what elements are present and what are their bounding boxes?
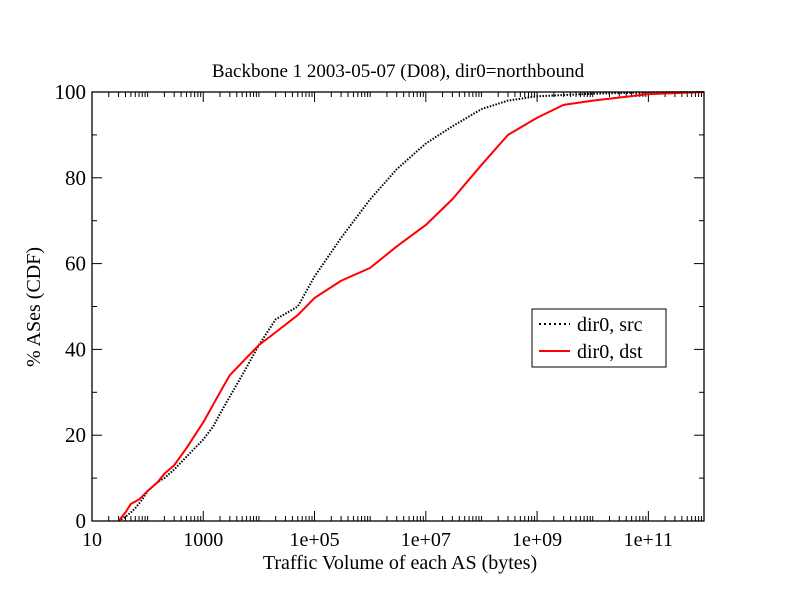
y-tick-label: 40: [65, 337, 86, 361]
series-line-src: [118, 91, 705, 522]
y-tick-label: 0: [76, 509, 87, 533]
x-axis-label: Traffic Volume of each AS (bytes): [263, 552, 537, 574]
x-tick-label: 1e+07: [401, 529, 451, 551]
chart-title: Backbone 1 2003-05-07 (D08), dir0=northb…: [212, 61, 585, 82]
plot-frame: [91, 91, 705, 522]
x-tick-label: 10: [82, 529, 102, 551]
y-tick-label: 20: [65, 423, 86, 447]
y-tick-label: 60: [65, 252, 86, 276]
legend-label-src: dir0, src: [577, 314, 643, 336]
axis-ticks: [91, 91, 704, 522]
y-axis-label: % ASes (CDF): [23, 247, 45, 367]
x-tick-label: 1e+05: [289, 529, 339, 551]
y-tick-label: 80: [65, 166, 86, 190]
legend-label-dst: dir0, dst: [577, 341, 643, 363]
y-tick-label: 100: [55, 80, 87, 104]
axis-tick-labels: 10 1000 1e+05 1e+07 1e+09 1e+11 0 20 40 60 80 100: [55, 80, 674, 551]
x-tick-label: 1e+11: [624, 529, 673, 551]
x-tick-label: 1000: [183, 529, 223, 551]
legend: dir0, src dir0, dst: [531, 308, 667, 368]
x-tick-label: 1e+09: [512, 529, 562, 551]
legend-box: [531, 308, 667, 368]
series-layer: [117, 91, 705, 522]
series-line-dst: [117, 91, 705, 522]
